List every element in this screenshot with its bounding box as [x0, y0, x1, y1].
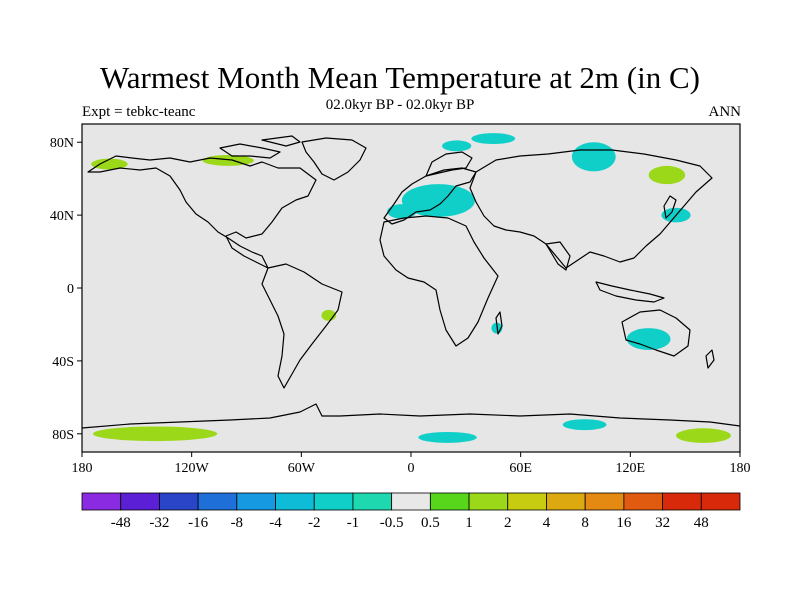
coastline-arctic-islands — [219, 135, 301, 159]
colorbar-label: 32 — [655, 515, 670, 531]
anomaly-regions — [91, 133, 731, 443]
colorbar-swatch — [429, 492, 470, 511]
coastlines — [82, 135, 740, 429]
region-nw-africa — [387, 204, 417, 219]
y-tick-label: 0 — [67, 282, 74, 297]
y-tick-label: 40N — [50, 209, 74, 224]
x-tick-label: 180 — [730, 461, 751, 476]
colorbar-label: 16 — [616, 515, 632, 531]
colorbar-swatch — [197, 492, 238, 511]
colorbar-label: 1 — [465, 515, 473, 531]
colorbar-label: -48 — [111, 515, 131, 531]
region-antarctica-ross — [562, 419, 607, 431]
y-axis: 80N 40N 0 40S 80S — [50, 136, 82, 443]
coastline-south-america — [261, 263, 343, 389]
x-tick-label: 60W — [288, 461, 316, 476]
colorbar-label: -0.5 — [380, 515, 404, 531]
coastline-antarctica — [82, 403, 740, 429]
coastline-madagascar — [495, 311, 503, 335]
coastline-europe — [383, 167, 477, 225]
colorbar-label: -32 — [149, 515, 169, 531]
colorbar-label: 0.5 — [421, 515, 440, 531]
colorbar-label: 48 — [694, 515, 709, 531]
x-tick-label: 60E — [509, 461, 532, 476]
colorbar-label: -4 — [269, 515, 282, 531]
colorbar: -48 -32 -16 -8 -4 -2 -1 -0.5 0.5 1 2 4 8 16 32 48 — [81, 492, 741, 531]
region-alaska-coast — [91, 158, 128, 170]
x-tick-label: 180 — [72, 461, 93, 476]
coastline-scandinavia — [425, 151, 473, 177]
colorbar-swatch — [391, 492, 431, 511]
y-tick-label: 80N — [50, 136, 74, 151]
region-antarctica-west — [92, 426, 218, 442]
coastline-greenland — [301, 137, 367, 181]
region-europe — [401, 184, 475, 217]
colorbar-swatch — [81, 492, 122, 511]
colorbar-swatch — [352, 492, 393, 511]
colorbar-swatch — [468, 492, 509, 511]
colorbar-swatch — [313, 492, 354, 511]
map-title: Warmest Month Mean Temperature at 2m (in… — [100, 60, 700, 95]
coastline-africa — [379, 215, 499, 347]
colorbar-swatch — [700, 492, 741, 511]
coastline-indonesia — [595, 281, 665, 303]
colorbar-swatch — [623, 492, 663, 511]
x-tick-label: 120W — [175, 461, 210, 476]
colorbar-swatch — [159, 492, 199, 511]
colorbar-swatch — [120, 492, 160, 511]
coastline-australia — [621, 309, 691, 357]
colorbar-label: 4 — [543, 515, 551, 531]
colorbar-label: 8 — [581, 515, 589, 531]
region-antarctica-east — [676, 428, 731, 443]
colorbar-swatch — [546, 492, 586, 511]
coastline-india — [545, 241, 571, 271]
region-australia — [626, 328, 671, 350]
y-tick-label: 40S — [52, 355, 74, 370]
y-tick-label: 80S — [52, 428, 74, 443]
region-east-siberia — [648, 165, 686, 185]
x-tick-label: 0 — [408, 461, 415, 476]
map-background — [82, 124, 740, 452]
colorbar-swatch — [584, 492, 625, 511]
region-svalbard — [442, 140, 472, 152]
season-label: ANN — [708, 104, 742, 120]
colorbar-label: 2 — [504, 515, 512, 531]
x-axis: 180 120W 60W 0 60E 120E 180 — [72, 452, 751, 476]
colorbar-swatch — [236, 492, 276, 511]
map-subtitle: 02.0kyr BP - 02.0kyr BP — [325, 97, 475, 113]
coastline-north-america — [87, 155, 317, 269]
coastline-new-zealand — [705, 349, 715, 369]
colorbar-label: -1 — [347, 515, 360, 531]
experiment-label: Expt = tebkc-teanc — [82, 104, 196, 120]
coastline-asia — [469, 149, 713, 269]
colorbar-label: -8 — [231, 515, 244, 531]
colorbar-swatch — [275, 492, 315, 511]
colorbar-swatch — [662, 492, 702, 511]
region-siberia — [571, 142, 616, 172]
colorbar-swatch — [507, 492, 547, 511]
region-arctic-ocean-east — [471, 133, 516, 145]
colorbar-label: -16 — [188, 515, 208, 531]
coastline-japan — [663, 195, 677, 219]
region-antarctica-center — [418, 431, 477, 443]
colorbar-label: -2 — [308, 515, 321, 531]
x-tick-label: 120E — [616, 461, 646, 476]
